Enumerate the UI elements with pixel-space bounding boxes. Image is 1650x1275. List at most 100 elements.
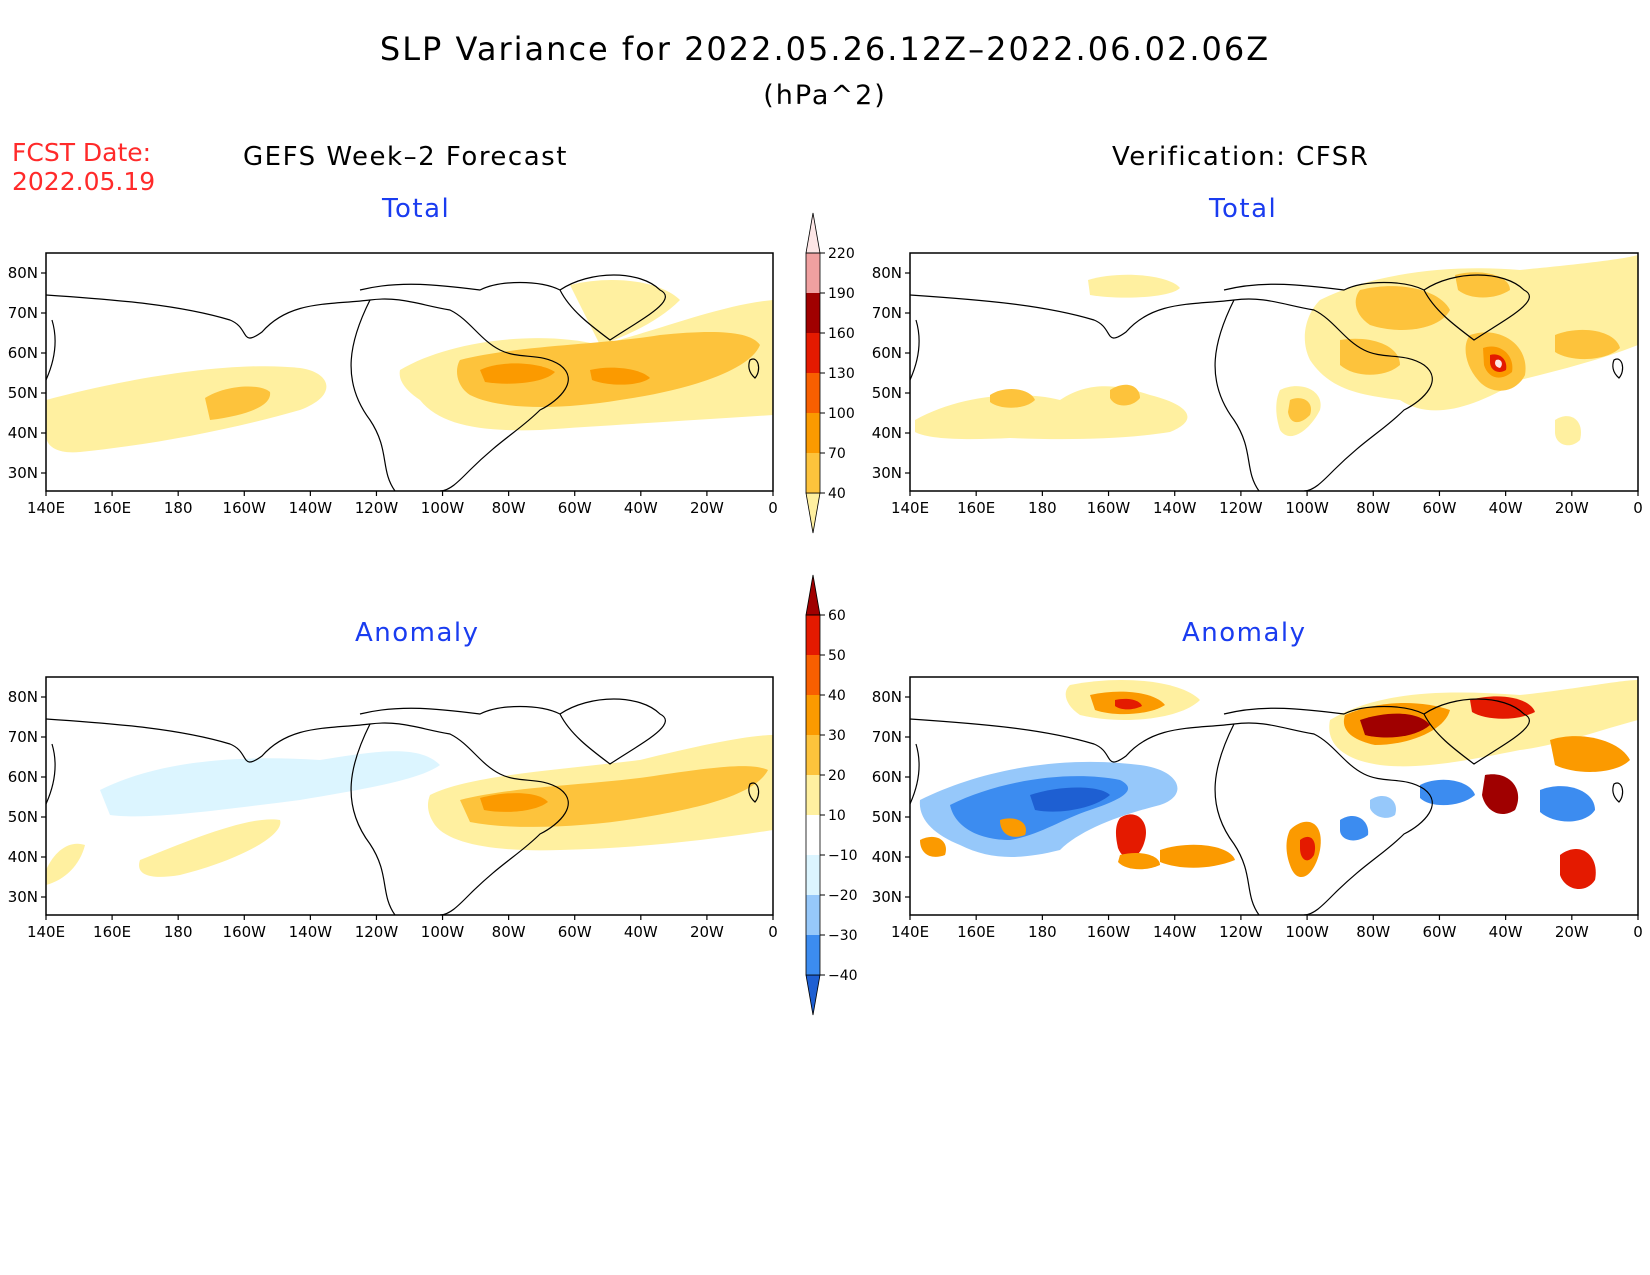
lon-label: 160E bbox=[957, 923, 995, 941]
lat-label: 50N bbox=[8, 384, 38, 402]
shading-forecast-anomaly bbox=[46, 735, 773, 885]
colorbar-label: 70 bbox=[828, 446, 846, 462]
axis-verification-total: 80N 70N 60N 50N 40N 30N 140E 160E 180 160W 140W 120… bbox=[872, 264, 1643, 517]
axis-forecast-total: 80N 70N 60N 50N 40N 30N 140E 160E 180 160W 140W 120… bbox=[8, 264, 778, 517]
lat-label: 60N bbox=[8, 768, 38, 786]
colorbar-swatch bbox=[806, 615, 820, 655]
lon-label: 40W bbox=[1489, 499, 1523, 517]
lon-label: 40W bbox=[624, 923, 658, 941]
lat-label: 50N bbox=[872, 808, 902, 826]
colorbar-swatch bbox=[806, 333, 820, 373]
lat-label: 40N bbox=[872, 848, 902, 866]
map-verification-anomaly bbox=[909, 676, 1639, 916]
lat-label: 30N bbox=[8, 464, 38, 482]
column-title-verification: Verification: CFSR bbox=[1112, 142, 1370, 172]
lat-label: 80N bbox=[8, 688, 38, 706]
lon-label: 160W bbox=[223, 923, 267, 941]
panel-title-forecast-anomaly: Anomaly bbox=[355, 618, 480, 648]
lon-label: 160E bbox=[93, 499, 131, 517]
lon-label: 140W bbox=[1153, 923, 1197, 941]
forecast-date: FCST Date: 2022.05.19 bbox=[12, 138, 155, 196]
colorbar-swatch bbox=[806, 293, 820, 333]
shading-verification-anomaly bbox=[919, 680, 1638, 890]
lat-label: 40N bbox=[8, 848, 38, 866]
colorbar-label: 40 bbox=[828, 486, 846, 502]
map-forecast-total bbox=[45, 252, 774, 492]
lon-label: 20W bbox=[1555, 499, 1589, 517]
lon-label: 160E bbox=[957, 499, 995, 517]
coastlines-forecast-total bbox=[46, 274, 760, 491]
lon-label: 0 bbox=[1633, 499, 1643, 517]
lon-label: 0 bbox=[768, 923, 778, 941]
lon-label: 80W bbox=[1356, 923, 1390, 941]
colorbar-swatch bbox=[806, 775, 820, 815]
lon-label: 160W bbox=[1087, 923, 1131, 941]
shading-forecast-total bbox=[46, 280, 773, 453]
lon-label: 0 bbox=[1633, 923, 1643, 941]
map-verification-total bbox=[909, 252, 1639, 492]
lon-label: 140W bbox=[289, 923, 333, 941]
colorbar-label: 60 bbox=[828, 608, 846, 624]
lon-label: 20W bbox=[1555, 923, 1589, 941]
shading-verification-total bbox=[915, 255, 1638, 446]
colorbar-label: 220 bbox=[828, 246, 855, 262]
lon-label: 180 bbox=[164, 923, 193, 941]
panel-title-forecast-total: Total bbox=[382, 194, 451, 224]
lon-label: 40W bbox=[624, 499, 658, 517]
lat-label: 60N bbox=[872, 344, 902, 362]
panel-title-verification-anomaly: Anomaly bbox=[1182, 618, 1307, 648]
lon-label: 140W bbox=[1153, 499, 1197, 517]
lat-label: 50N bbox=[872, 384, 902, 402]
lon-label: 160W bbox=[223, 499, 267, 517]
lat-label: 70N bbox=[8, 304, 38, 322]
colorbar-label: 30 bbox=[828, 728, 846, 744]
colorbar-label: −40 bbox=[828, 968, 858, 984]
main-title: SLP Variance for 2022.05.26.12Z–2022.06.… bbox=[379, 30, 1271, 68]
lon-label: 60W bbox=[558, 923, 592, 941]
lon-label: 100W bbox=[421, 499, 465, 517]
colorbar-arrow-low bbox=[805, 492, 821, 534]
lat-label: 30N bbox=[872, 464, 902, 482]
lon-label: 100W bbox=[421, 923, 465, 941]
lon-label: 80W bbox=[1356, 499, 1390, 517]
colorbar-arrow-low bbox=[805, 974, 821, 1016]
colorbar-total: 40 70 100 130 160 190 220 bbox=[805, 212, 855, 534]
lon-label: 120W bbox=[355, 923, 399, 941]
lat-label: 40N bbox=[872, 424, 902, 442]
panel-title-verification-total: Total bbox=[1209, 194, 1278, 224]
coastlines-forecast-anomaly bbox=[46, 698, 760, 915]
colorbar-swatch bbox=[806, 735, 820, 775]
lon-label: 100W bbox=[1285, 499, 1329, 517]
lat-label: 80N bbox=[872, 264, 902, 282]
lat-label: 40N bbox=[8, 424, 38, 442]
lon-label: 0 bbox=[768, 499, 778, 517]
colorbar-swatch bbox=[806, 895, 820, 935]
lon-label: 80W bbox=[492, 499, 526, 517]
lon-label: 140E bbox=[27, 499, 65, 517]
lon-label: 160E bbox=[93, 923, 131, 941]
lat-label: 60N bbox=[8, 344, 38, 362]
lon-label: 20W bbox=[690, 923, 724, 941]
axis-forecast-anomaly: 80N 70N 60N 50N 40N 30N 140E 160E 180 160W 140W 120… bbox=[8, 688, 778, 941]
lon-label: 20W bbox=[690, 499, 724, 517]
colorbar-swatch bbox=[806, 855, 820, 895]
coastlines-verification-anomaly bbox=[910, 698, 1624, 915]
lon-label: 60W bbox=[558, 499, 592, 517]
lon-label: 80W bbox=[492, 923, 526, 941]
lon-label: 180 bbox=[1028, 923, 1057, 941]
colorbar-swatch bbox=[806, 413, 820, 453]
colorbar-label: −10 bbox=[828, 848, 858, 864]
colorbar-label: −30 bbox=[828, 928, 858, 944]
lon-label: 140E bbox=[27, 923, 65, 941]
map-forecast-anomaly bbox=[45, 676, 774, 916]
colorbar-swatch bbox=[806, 253, 820, 293]
colorbar-label: 190 bbox=[828, 286, 855, 302]
lon-label: 140W bbox=[289, 499, 333, 517]
lat-label: 70N bbox=[8, 728, 38, 746]
lon-label: 140E bbox=[891, 923, 929, 941]
lat-label: 70N bbox=[872, 728, 902, 746]
coastlines-verification-total bbox=[910, 274, 1624, 491]
forecast-date-label: FCST Date: bbox=[12, 138, 152, 167]
colorbar-swatch bbox=[806, 453, 820, 493]
axis-labels: 80N 70N 60N 50N 40N 30N 140E 160E 180 160W 140W 120… bbox=[8, 264, 1643, 941]
